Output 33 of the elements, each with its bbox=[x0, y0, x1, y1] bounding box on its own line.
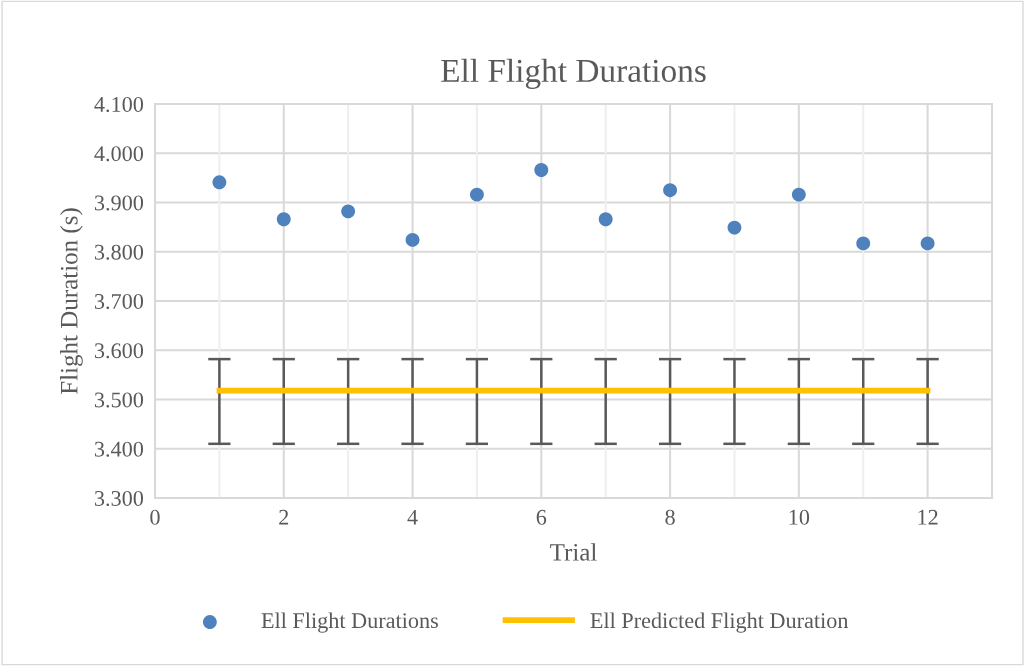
y-tick-label: 4.100 bbox=[94, 96, 144, 113]
legend-label: Ell Predicted Flight Duration bbox=[590, 612, 849, 633]
y-tick-label: 3.700 bbox=[94, 293, 144, 310]
y-tick-label: 3.500 bbox=[94, 392, 144, 408]
x-tick-label: 6 bbox=[536, 509, 547, 525]
y-tick-label: 3.800 bbox=[94, 244, 144, 260]
x-tick-label: 0 bbox=[150, 509, 160, 525]
x-tick-label: 12 bbox=[918, 509, 938, 525]
point bbox=[469, 187, 484, 202]
x-tick-label: 4 bbox=[407, 509, 418, 525]
y-tick-label: 3.300 bbox=[94, 490, 144, 507]
point bbox=[791, 187, 806, 202]
chart-title: Ell Flight Durations bbox=[441, 58, 706, 89]
y-tick-label: 4.000 bbox=[94, 146, 144, 162]
x-tick-label: 2 bbox=[279, 509, 289, 525]
point bbox=[405, 232, 420, 247]
y-tick-label: 3.600 bbox=[94, 343, 144, 359]
point bbox=[212, 175, 227, 190]
point bbox=[598, 212, 613, 227]
point bbox=[276, 212, 291, 227]
point bbox=[663, 183, 678, 198]
point bbox=[727, 220, 742, 235]
x-axis-title: Trial bbox=[550, 543, 597, 561]
point bbox=[341, 204, 356, 219]
point bbox=[534, 163, 549, 177]
point bbox=[856, 236, 871, 251]
y-tick-label: 3.900 bbox=[94, 195, 144, 211]
x-tick-label: 8 bbox=[665, 509, 675, 525]
point bbox=[920, 236, 935, 251]
x-tick-label: 10 bbox=[789, 509, 810, 525]
y-axis-title: Flight Duration (s) bbox=[60, 208, 83, 395]
legend-label: Ell Flight Durations bbox=[261, 612, 438, 633]
y-tick-label: 3.400 bbox=[94, 441, 144, 457]
